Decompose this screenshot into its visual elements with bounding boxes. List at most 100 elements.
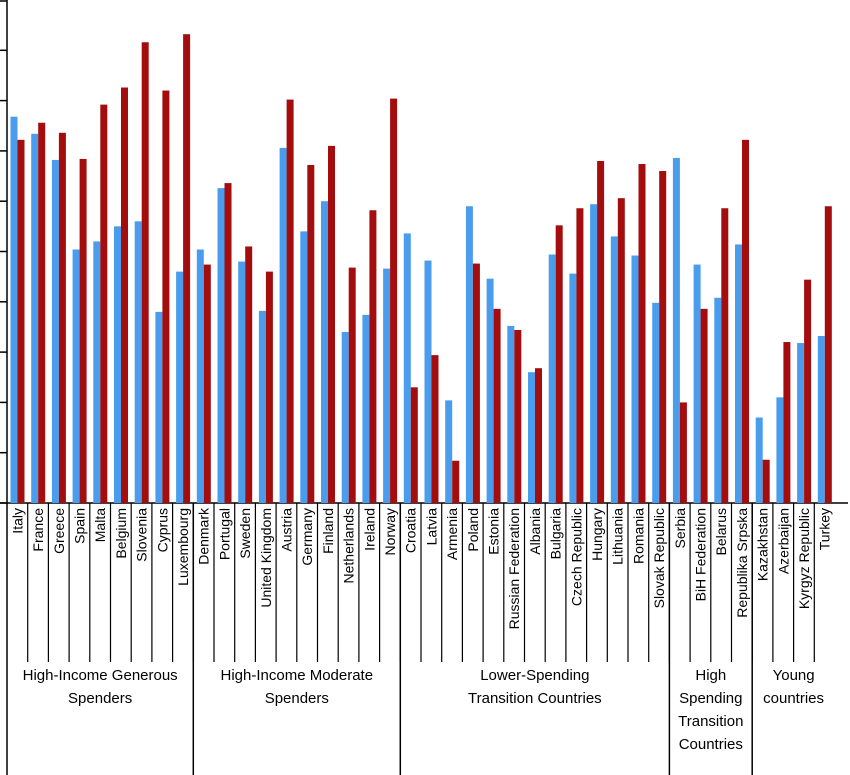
bar-red [679,402,687,503]
category-label: Latvia [423,508,439,546]
bar-blue [155,311,163,503]
group-label-line: countries [763,690,824,707]
category-label: Spain [71,508,87,544]
category-label: Belarus [713,508,729,555]
category-label: Albania [527,508,543,555]
bar-red [804,279,812,503]
bar-red [410,387,418,503]
bar-blue [755,417,763,503]
bar-red [38,122,46,504]
bar-blue [114,226,121,503]
bar-blue [797,343,805,503]
bar-blue [776,397,784,503]
group-label-line: Lower-Spending [480,667,589,684]
bar-red [100,104,108,504]
group-labels: High-Income Generous SpendersHigh-Income … [23,667,824,753]
category-label: Lithuania [610,508,626,565]
category-label: Belgium [113,508,129,559]
bar-blue [383,268,391,503]
category-label: Estonia [485,508,501,555]
bar-red [328,145,335,503]
bar-blue [610,236,618,503]
bar-red [79,158,87,503]
bar-red [597,160,605,503]
bar-red [369,210,377,503]
group-label-line: Spenders [68,690,132,707]
category-label: Republika Srpska [734,508,750,618]
bar-red [700,308,708,503]
bar-blue [672,157,680,503]
category-label: Netherlands [341,508,357,584]
group-label: High-Income Moderate Spenders [221,667,374,707]
bar-blue [631,255,639,503]
category-label: Sweden [237,508,253,559]
bar-blue [465,206,473,504]
category-label: Bulgaria [548,508,564,560]
category-label: Turkey [817,508,833,550]
bar-red [307,164,315,503]
bar-red [576,208,584,503]
category-label: France [30,508,46,552]
bar-blue [134,221,142,503]
bar-blue [217,188,225,503]
bar-red [535,368,542,503]
bar-blue [693,264,701,503]
category-label: Luxembourg [175,508,191,586]
bar-blue [735,244,742,503]
bar-blue [403,233,411,503]
category-label: Russian Federation [506,508,522,629]
bar-red [348,267,356,503]
bar-red [121,87,128,503]
category-label: Finland [320,508,336,554]
bar-blue [51,159,59,504]
category-label: Norway [382,508,398,555]
bar-red [286,99,294,504]
bar-blue [31,133,39,503]
bar-blue [548,254,556,503]
bar-red [224,183,232,504]
bar-blue [300,231,308,503]
bar-red [742,139,749,504]
bar-blue [10,116,18,504]
group-label: Lower-Spending Transition Countries [468,667,602,707]
group-label-line: High-Income Generous [23,667,178,684]
category-label: BiH Federation [692,508,708,601]
group-label: High-Income Generous Spenders [23,667,178,707]
bar-blue [424,260,432,503]
group-label-line: Transition Countries [468,690,602,707]
category-label: Romania [630,508,646,564]
category-label: Portugal [216,508,232,560]
bar-red [245,246,253,503]
group-label: High Spending Transition Countries [678,667,743,753]
category-label: Kyrgyz Republic [796,508,812,609]
category-labels: Italy France Greece Spain Malta Belgium Sloven… [9,507,832,629]
category-label: Slovenia [134,508,150,562]
category-label: Serbia [672,508,688,549]
bar-red [203,264,211,503]
bar-blue [590,204,598,503]
bar-red [659,171,667,503]
category-label: Azerbaijan [775,508,791,574]
bar-blue [93,241,101,503]
category-label: Malta [92,508,108,542]
bar-blue [341,331,349,503]
bar-red [721,208,729,503]
bar-red [762,459,770,503]
category-label: United Kingdom [258,508,274,608]
category-label: Slovak Republic [651,508,667,608]
bar-red [431,355,439,503]
bar-blue [445,400,453,503]
group-label-line: Spending [679,690,742,707]
group-label-line: Spenders [265,690,329,707]
bar-blue [569,273,577,503]
category-label: Croatia [403,508,419,553]
category-label: Czech Republic [568,508,584,606]
bar-blue [528,372,535,503]
bar-blue [238,261,246,503]
bar-red [17,139,25,504]
bar-red [162,90,170,503]
bar-red [783,342,791,503]
bar-red [514,329,522,503]
category-label: Austria [278,508,294,552]
